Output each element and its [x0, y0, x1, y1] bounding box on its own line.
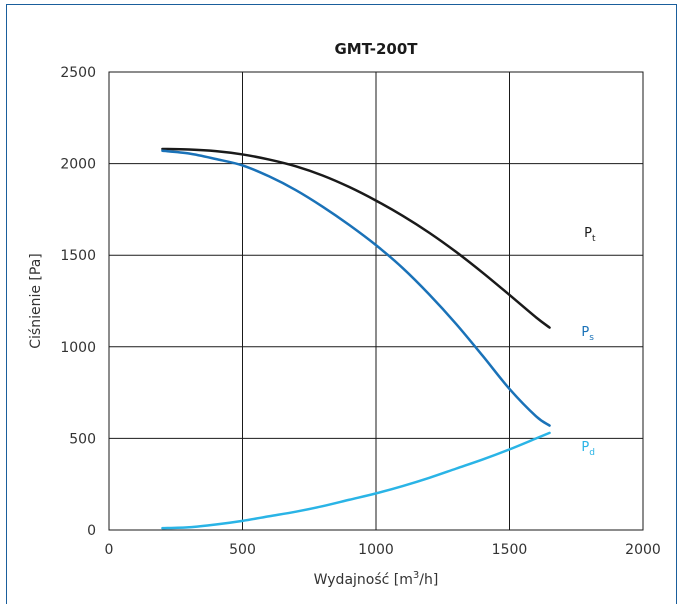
series-label-Ps: Ps [581, 325, 594, 343]
y-tick-label: 2500 [60, 65, 96, 81]
chart-title: GMT-200T [334, 40, 418, 58]
y-tick-label: 500 [69, 431, 96, 447]
chart-frame [6, 4, 677, 604]
x-tick-label: 1500 [492, 542, 528, 558]
x-tick-label: 2000 [625, 542, 661, 558]
y-tick-label: 2000 [60, 157, 96, 173]
y-axis-label: Ciśnienie [Pa] [28, 253, 44, 348]
series-label-Pt: Pt [584, 226, 596, 244]
series-label-Pd: Pd [581, 440, 595, 458]
y-tick-label: 0 [87, 523, 96, 539]
x-tick-label: 500 [229, 542, 256, 558]
x-axis-label: Wydajność [m3/h] [314, 570, 439, 588]
series-labels: Pt Ps Pd [581, 226, 596, 458]
series-line-Pd [161, 431, 551, 530]
grid-lines [109, 72, 643, 530]
y-tick-label: 1500 [60, 248, 96, 264]
y-tick-labels: 0 500 1000 1500 2000 2500 [60, 65, 96, 539]
series-line-Pt [161, 147, 551, 329]
plot-border [108, 71, 644, 531]
series-line-Ps [161, 149, 551, 427]
x-tick-label: 1000 [358, 542, 394, 558]
series-group [161, 147, 551, 530]
y-tick-label: 1000 [60, 340, 96, 356]
x-tick-label: 0 [105, 542, 114, 558]
x-tick-labels: 0 500 1000 1500 2000 [105, 542, 661, 558]
